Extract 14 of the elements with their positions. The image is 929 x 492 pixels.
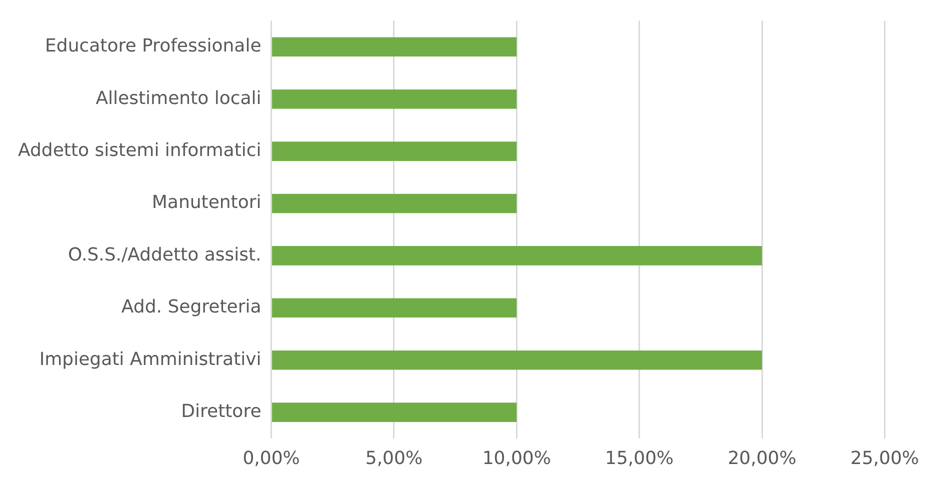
- y-tick-label: Impiegati Amministrativi: [39, 348, 262, 370]
- x-tick-label: 25,00%: [850, 448, 920, 469]
- y-tick-label: Addetto sistemi informatici: [18, 140, 262, 161]
- x-tick-label: 20,00%: [728, 448, 796, 469]
- y-tick-label: O.S.S./Addetto assist.: [68, 244, 262, 266]
- y-tick-label: Direttore: [181, 400, 262, 422]
- y-tick-label: Manutentori: [152, 192, 262, 214]
- x-tick-label: 5,00%: [365, 448, 423, 469]
- x-tick-label: 0,00%: [242, 448, 300, 469]
- y-tick-label: Educatore Professionale: [45, 36, 262, 57]
- x-tick-label: 15,00%: [605, 448, 674, 469]
- x-tick-label: 10,00%: [482, 448, 551, 469]
- y-tick-label: Allestimento locali: [96, 88, 262, 109]
- y-tick-label: Add. Segreteria: [121, 296, 262, 318]
